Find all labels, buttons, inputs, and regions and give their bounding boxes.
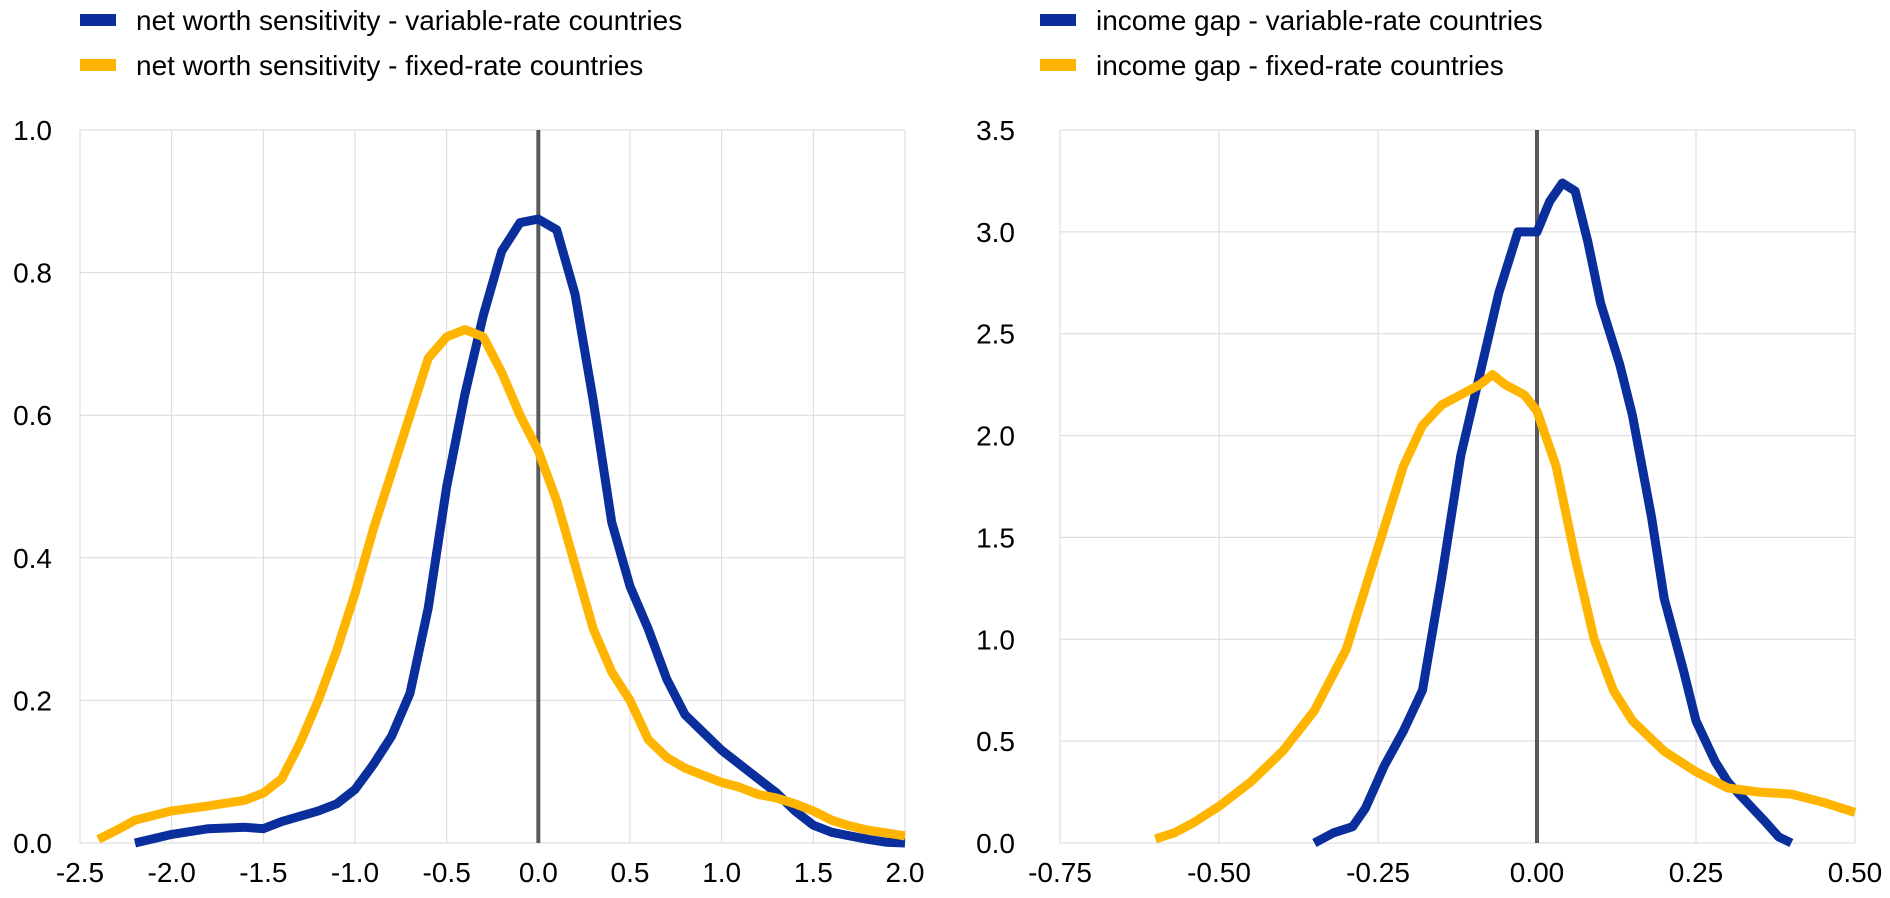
- legend-swatch: [1040, 59, 1076, 71]
- series-line-fixed-rate: [96, 325, 906, 844]
- legend-swatch: [80, 14, 116, 26]
- x-tick-label: -0.25: [1346, 857, 1410, 888]
- x-tick-label: -2.5: [56, 857, 104, 888]
- y-tick-label: 0.5: [976, 726, 1015, 757]
- x-tick-label: -0.50: [1187, 857, 1251, 888]
- legend-swatch: [1040, 14, 1076, 26]
- legend-label: net worth sensitivity - variable-rate co…: [136, 5, 682, 36]
- legend-label: net worth sensitivity - fixed-rate count…: [136, 50, 643, 81]
- x-tick-label: 0.50: [1828, 857, 1883, 888]
- y-tick-label: 0.0: [976, 828, 1015, 859]
- legend-label: income gap - fixed-rate countries: [1096, 50, 1504, 81]
- y-tick-label: 0.2: [13, 685, 52, 716]
- x-tick-label: 0.25: [1669, 857, 1724, 888]
- legend-label: income gap - variable-rate countries: [1096, 5, 1543, 36]
- x-tick-label: -1.5: [239, 857, 287, 888]
- x-tick-label: -0.5: [423, 857, 471, 888]
- x-tick-label: -2.0: [148, 857, 196, 888]
- x-tick-label: 2.0: [886, 857, 925, 888]
- x-tick-label: -1.0: [331, 857, 379, 888]
- legend-swatch: [80, 59, 116, 71]
- y-tick-label: 0.0: [13, 828, 52, 859]
- y-tick-label: 2.0: [976, 421, 1015, 452]
- y-tick-label: 1.5: [976, 522, 1015, 553]
- series-line-variable-rate: [1312, 178, 1794, 848]
- x-tick-label: 0.5: [611, 857, 650, 888]
- x-tick-label: -0.75: [1028, 857, 1092, 888]
- y-tick-label: 1.0: [976, 624, 1015, 655]
- y-tick-label: 0.8: [13, 258, 52, 289]
- y-tick-label: 3.5: [976, 115, 1015, 146]
- x-tick-label: 0.00: [1510, 857, 1565, 888]
- y-tick-label: 0.4: [13, 543, 52, 574]
- series-line-variable-rate: [133, 214, 906, 848]
- series-line-fixed-rate: [1154, 370, 1857, 844]
- y-tick-label: 3.0: [976, 217, 1015, 248]
- chart-panel-2: -0.75 -0.50 -0.25 0.00 0.25 0.50 0.0 0.5 1.0 1.5 2…: [976, 5, 1882, 888]
- y-tick-label: 2.5: [976, 319, 1015, 350]
- x-tick-label: 0.0: [519, 857, 558, 888]
- y-tick-label: 1.0: [13, 115, 52, 146]
- x-tick-label: 1.5: [794, 857, 833, 888]
- chart-panel-1: -2.5 -2.0 -1.5 -1.0 -0.5 0.0 0.5 1.0 1.5 2.0 0.0 0.…: [13, 5, 924, 888]
- x-tick-label: 1.0: [702, 857, 741, 888]
- y-tick-label: 0.6: [13, 400, 52, 431]
